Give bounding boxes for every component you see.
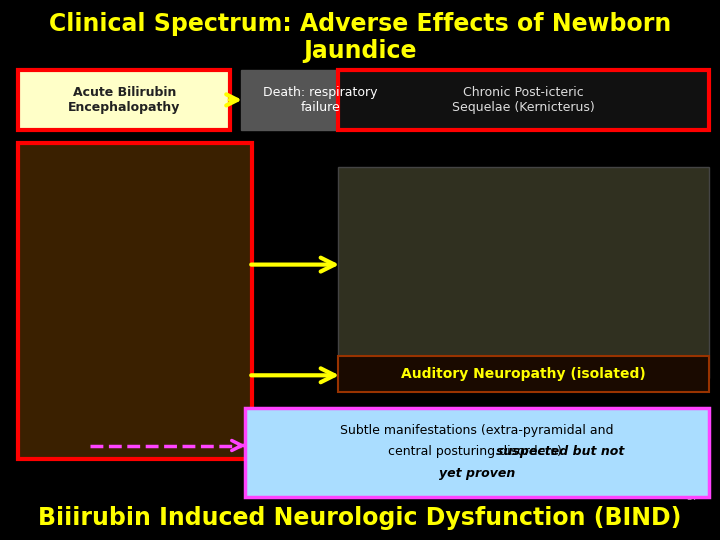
FancyBboxPatch shape [18, 70, 230, 130]
FancyBboxPatch shape [241, 70, 400, 130]
Text: Acute Bilirubin
Encephalopathy: Acute Bilirubin Encephalopathy [68, 86, 181, 114]
Text: Death: respiratory
failure: Death: respiratory failure [263, 86, 378, 114]
Text: Jaundice: Jaundice [303, 39, 417, 63]
Text: Chronic Post-icteric
Sequelae (Kernicterus): Chronic Post-icteric Sequelae (Kernicter… [452, 86, 595, 114]
FancyBboxPatch shape [338, 70, 709, 130]
Text: Biiirubin Induced Neurologic Dysfunction (BIND): Biiirubin Induced Neurologic Dysfunction… [38, 507, 682, 530]
FancyBboxPatch shape [18, 143, 252, 459]
Text: Auditory Neuropathy (isolated): Auditory Neuropathy (isolated) [402, 367, 646, 381]
Text: yet proven: yet proven [439, 467, 515, 480]
FancyBboxPatch shape [338, 356, 709, 392]
Text: Clinical Spectrum: Adverse Effects of Newborn: Clinical Spectrum: Adverse Effects of Ne… [49, 12, 671, 36]
FancyBboxPatch shape [245, 408, 709, 497]
Text: central posturing disorders): central posturing disorders) [388, 446, 566, 458]
Text: Subtle manifestations (extra-pyramidal and: Subtle manifestations (extra-pyramidal a… [341, 424, 613, 437]
FancyBboxPatch shape [338, 167, 709, 378]
Text: 37: 37 [686, 492, 698, 502]
Text: suspected but not: suspected but not [495, 446, 624, 458]
